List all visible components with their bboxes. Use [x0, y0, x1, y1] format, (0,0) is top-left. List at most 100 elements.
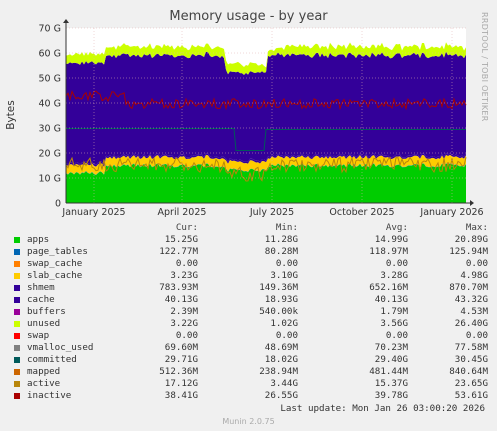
legend-row-slab-cache: slab_cache 3.23G 3.10G 3.28G 4.98G — [10, 270, 490, 282]
legend-value-cur: 512.36M — [159, 366, 198, 377]
y-axis-label: Bytes — [5, 100, 17, 129]
legend-value-avg: 3.28G — [380, 270, 408, 281]
legend-swatch — [14, 309, 20, 315]
legend-value-max: 4.98G — [460, 270, 488, 281]
legend-series-name: cache — [27, 294, 55, 305]
legend-swatch — [14, 249, 20, 255]
legend-swatch — [14, 333, 20, 339]
legend-value-cur: 2.39M — [170, 306, 198, 317]
legend-value-cur: 29.71G — [164, 354, 198, 365]
legend-row-committed: committed 29.71G 18.02G 29.40G 30.45G — [10, 354, 490, 366]
legend-value-cur: 17.12G — [164, 378, 198, 389]
legend-swatch — [14, 381, 20, 387]
legend-swatch — [14, 393, 20, 399]
legend-value-cur: 122.77M — [159, 246, 198, 257]
legend-value-max: 840.64M — [449, 366, 488, 377]
legend-series-name: swap_cache — [27, 258, 83, 269]
legend-row-swap: swap 0.00 0.00 0.00 0.00 — [10, 330, 490, 342]
legend-value-avg: 70.23M — [374, 342, 408, 353]
line-committed — [66, 128, 466, 151]
area-cache — [66, 51, 466, 166]
line-inactive — [65, 89, 467, 111]
legend-row-cache: cache 40.13G 18.93G 40.13G 43.32G — [10, 294, 490, 306]
legend: Cur: Min: Avg: Max: apps 15.25G 11.28G 14.9… — [10, 222, 490, 402]
legend-row-page-tables: page_tables 122.77M 80.28M 118.97M 125.94M — [10, 246, 490, 258]
y-tick-label: 30 G — [39, 124, 61, 135]
legend-swatch — [14, 345, 20, 351]
legend-value-cur: 3.23G — [170, 270, 198, 281]
legend-value-max: 125.94M — [449, 246, 488, 257]
x-tick-label: April 2025 — [158, 207, 207, 218]
legend-series-name: swap — [27, 330, 50, 341]
legend-value-cur: 0.00 — [175, 258, 198, 269]
legend-series-name: committed — [27, 354, 77, 365]
legend-value-cur: 0.00 — [175, 330, 198, 341]
legend-value-avg: 3.56G — [380, 318, 408, 329]
legend-value-max: 77.58M — [454, 342, 488, 353]
legend-value-min: 540.00k — [259, 306, 298, 317]
legend-value-cur: 783.93M — [159, 282, 198, 293]
legend-value-max: 30.45G — [454, 354, 488, 365]
legend-series-name: shmem — [27, 282, 55, 293]
area-apps — [66, 163, 466, 203]
legend-swatch — [14, 285, 20, 291]
legend-value-cur: 3.22G — [170, 318, 198, 329]
legend-header-max: Max: — [465, 222, 488, 233]
legend-value-avg: 39.78G — [374, 390, 408, 401]
legend-series-name: buffers — [27, 306, 66, 317]
x-tick-label: July 2025 — [249, 207, 294, 218]
legend-value-avg: 481.44M — [369, 366, 408, 377]
area-slab-cache — [66, 154, 466, 175]
legend-value-cur: 69.60M — [164, 342, 198, 353]
legend-value-min: 149.36M — [259, 282, 298, 293]
legend-value-max: 0.00 — [465, 330, 488, 341]
legend-swatch — [14, 357, 20, 363]
legend-value-min: 3.44G — [270, 378, 298, 389]
x-axis-arrow — [470, 200, 474, 206]
legend-value-avg: 0.00 — [385, 330, 408, 341]
y-tick-label: 40 G — [39, 99, 61, 110]
legend-header-cur: Cur: — [175, 222, 198, 233]
legend-series-name: inactive — [27, 390, 72, 401]
legend-value-min: 1.02G — [270, 318, 298, 329]
y-tick-label: 20 G — [39, 149, 61, 160]
legend-value-avg: 15.37G — [374, 378, 408, 389]
legend-value-max: 23.65G — [454, 378, 488, 389]
x-tick-label: January 2025 — [61, 207, 125, 218]
legend-value-avg: 1.79M — [380, 306, 408, 317]
legend-value-avg: 14.99G — [374, 234, 408, 245]
legend-row-unused: unused 3.22G 1.02G 3.56G 26.40G — [10, 318, 490, 330]
legend-value-min: 11.28G — [264, 234, 298, 245]
legend-header-min: Min: — [275, 222, 298, 233]
y-tick-label: 50 G — [39, 74, 61, 85]
legend-value-min: 238.94M — [259, 366, 298, 377]
legend-header: Cur: Min: Avg: Max: — [10, 222, 490, 234]
legend-row-swap-cache: swap_cache 0.00 0.00 0.00 0.00 — [10, 258, 490, 270]
legend-value-min: 3.10G — [270, 270, 298, 281]
rrdtool-label: RRDTOOL / TOBI OETIKER — [480, 12, 489, 122]
legend-swatch — [14, 369, 20, 375]
legend-value-avg: 40.13G — [374, 294, 408, 305]
legend-value-avg: 29.40G — [374, 354, 408, 365]
legend-value-cur: 38.41G — [164, 390, 198, 401]
legend-header-avg: Avg: — [385, 222, 408, 233]
y-tick-label: 60 G — [39, 49, 61, 60]
legend-value-min: 0.00 — [275, 258, 298, 269]
chart-title: Memory usage - by year — [169, 9, 328, 24]
area-unused — [66, 42, 466, 75]
legend-value-min: 26.55G — [264, 390, 298, 401]
legend-value-max: 0.00 — [465, 258, 488, 269]
legend-series-name: active — [27, 378, 61, 389]
legend-swatch — [14, 237, 20, 243]
legend-value-min: 18.02G — [264, 354, 298, 365]
legend-row-active: active 17.12G 3.44G 15.37G 23.65G — [10, 378, 490, 390]
legend-series-name: apps — [27, 234, 50, 245]
legend-swatch — [14, 261, 20, 267]
legend-value-cur: 40.13G — [164, 294, 198, 305]
legend-value-min: 48.69M — [264, 342, 298, 353]
legend-value-max: 4.53M — [460, 306, 488, 317]
y-tick-label: 10 G — [39, 174, 61, 185]
legend-value-min: 80.28M — [264, 246, 298, 257]
legend-rows: apps 15.25G 11.28G 14.99G 20.89G page_tables 1… — [10, 234, 490, 402]
legend-series-name: slab_cache — [27, 270, 83, 281]
